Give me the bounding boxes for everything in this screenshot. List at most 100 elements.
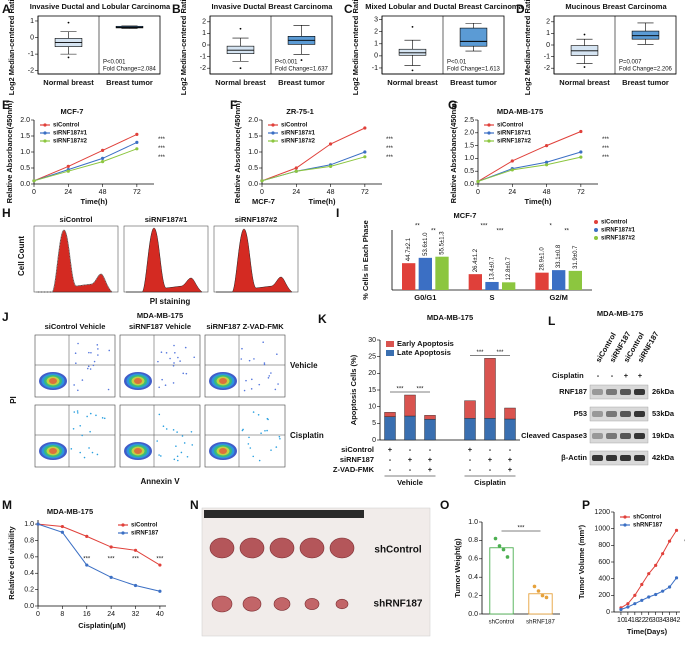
cell-dot: [193, 356, 196, 359]
y-tick-label: -1: [372, 65, 378, 72]
cell-dot: [190, 430, 193, 433]
blot-strip: [589, 450, 649, 466]
x-tick-label: 48: [99, 189, 107, 196]
significance: ***: [476, 350, 484, 356]
point: [633, 602, 637, 606]
cell-dot: [96, 453, 99, 456]
cell-dot: [191, 444, 194, 446]
x-tick-label: 30: [652, 617, 660, 624]
cell-dot: [73, 384, 75, 386]
cell-dot: [173, 362, 175, 364]
y-tick-label: -2: [28, 68, 34, 75]
y-tick-label: 0.0: [248, 181, 258, 188]
condition-mark: -: [489, 445, 492, 454]
y-tick-label: 0.6: [468, 556, 478, 563]
legend-swatch: [121, 531, 125, 535]
y-tick-label: 0.4: [468, 574, 478, 581]
legend-swatch: [623, 523, 627, 527]
legend-label: siControl: [281, 123, 308, 129]
significance: ***: [602, 146, 610, 152]
cell-dot: [248, 359, 251, 362]
legend-swatch: [623, 515, 627, 519]
panel-letter: F: [230, 98, 237, 112]
photo: [201, 507, 431, 637]
y-tick-label: 1.5: [20, 133, 30, 140]
value-label: 12.8±0.7: [506, 256, 512, 280]
tumor: [335, 598, 349, 610]
cell-dot: [157, 360, 159, 363]
y-tick-label: 2.5: [464, 117, 474, 124]
y-axis-label: Relative Absorbance(450nm): [5, 100, 14, 203]
panel-h: H Cell Count PI staining siControl siRNF…: [2, 206, 299, 306]
point: [60, 524, 64, 529]
cell-dot: [267, 377, 270, 379]
cell-dot: [183, 442, 186, 444]
condition-mark: +: [408, 455, 413, 464]
legend-swatch: [594, 220, 598, 224]
cell-dot: [73, 411, 76, 413]
point: [674, 576, 679, 580]
cell-dot: [162, 425, 165, 428]
y-tick-label: 0.5: [248, 165, 258, 172]
group-label: Cisplatin: [474, 478, 506, 487]
cell-dot: [180, 451, 183, 454]
condition-mark: +: [468, 445, 473, 454]
box: [398, 48, 427, 56]
significance: ***: [132, 556, 140, 562]
treatment-mark: +: [638, 371, 643, 380]
blot-band: [620, 411, 631, 417]
legend-swatch: [43, 139, 47, 143]
condition-name: siRNF187: [340, 455, 374, 464]
point: [640, 598, 644, 602]
significance: ***: [83, 556, 91, 562]
y-axis-label: Apoptosis Cells (%): [349, 354, 358, 425]
point: [363, 150, 367, 154]
legend-swatch: [43, 131, 47, 135]
significance: ***: [517, 526, 525, 532]
y-tick-label: 1: [202, 30, 206, 37]
size-label: 42kDa: [652, 453, 675, 462]
bar: [535, 272, 549, 290]
condition-name: Z-VAD-FMK: [333, 465, 375, 474]
y-axis-label: Relative Absorbance(450nm): [233, 100, 242, 203]
y-tick-label: 1.0: [24, 521, 34, 528]
cell-dot: [249, 447, 252, 449]
cell-dot: [241, 347, 243, 350]
x-tick-label: 24: [64, 189, 72, 196]
cell-dot: [179, 360, 181, 362]
y-tick-label: 600: [598, 559, 610, 566]
point: [85, 534, 89, 538]
condition-mark: -: [489, 465, 492, 474]
outlier: [239, 27, 242, 30]
bar: [485, 281, 499, 290]
blot-band: [592, 389, 603, 395]
y-tick-label: 0: [546, 42, 550, 49]
y-tick-label: 2.0: [248, 117, 258, 124]
blot-band: [620, 389, 631, 395]
size-label: 26kDa: [652, 387, 675, 396]
bar: [402, 263, 416, 290]
annotation: P<0.001: [103, 60, 126, 66]
x-tick-label: Breast tumor: [622, 78, 669, 87]
y-tick-label: -1: [544, 53, 550, 60]
x-tick-label: G0/G1: [414, 293, 436, 302]
point: [626, 605, 630, 609]
condition-mark: -: [409, 465, 412, 474]
point: [66, 169, 70, 173]
cell-dot: [97, 348, 99, 350]
y-axis-label: Log2 Median-centered Ratio: [351, 0, 360, 95]
outlier: [239, 67, 242, 70]
point: [158, 563, 162, 567]
y-tick-label: 400: [598, 576, 610, 583]
y-tick-label: 25: [368, 354, 376, 361]
y-tick-label: 1.5: [248, 133, 258, 140]
chart-title: MCF-7: [454, 211, 477, 220]
significance: ***: [158, 137, 166, 143]
blot-band: [634, 411, 645, 417]
legend-swatch: [594, 236, 598, 240]
y-tick-label: 0.0: [464, 181, 474, 188]
column-title: siControl Vehicle: [45, 322, 106, 331]
point: [100, 160, 105, 164]
y-tick-label: 2: [546, 19, 550, 26]
y-tick-label: 2.0: [20, 117, 30, 124]
